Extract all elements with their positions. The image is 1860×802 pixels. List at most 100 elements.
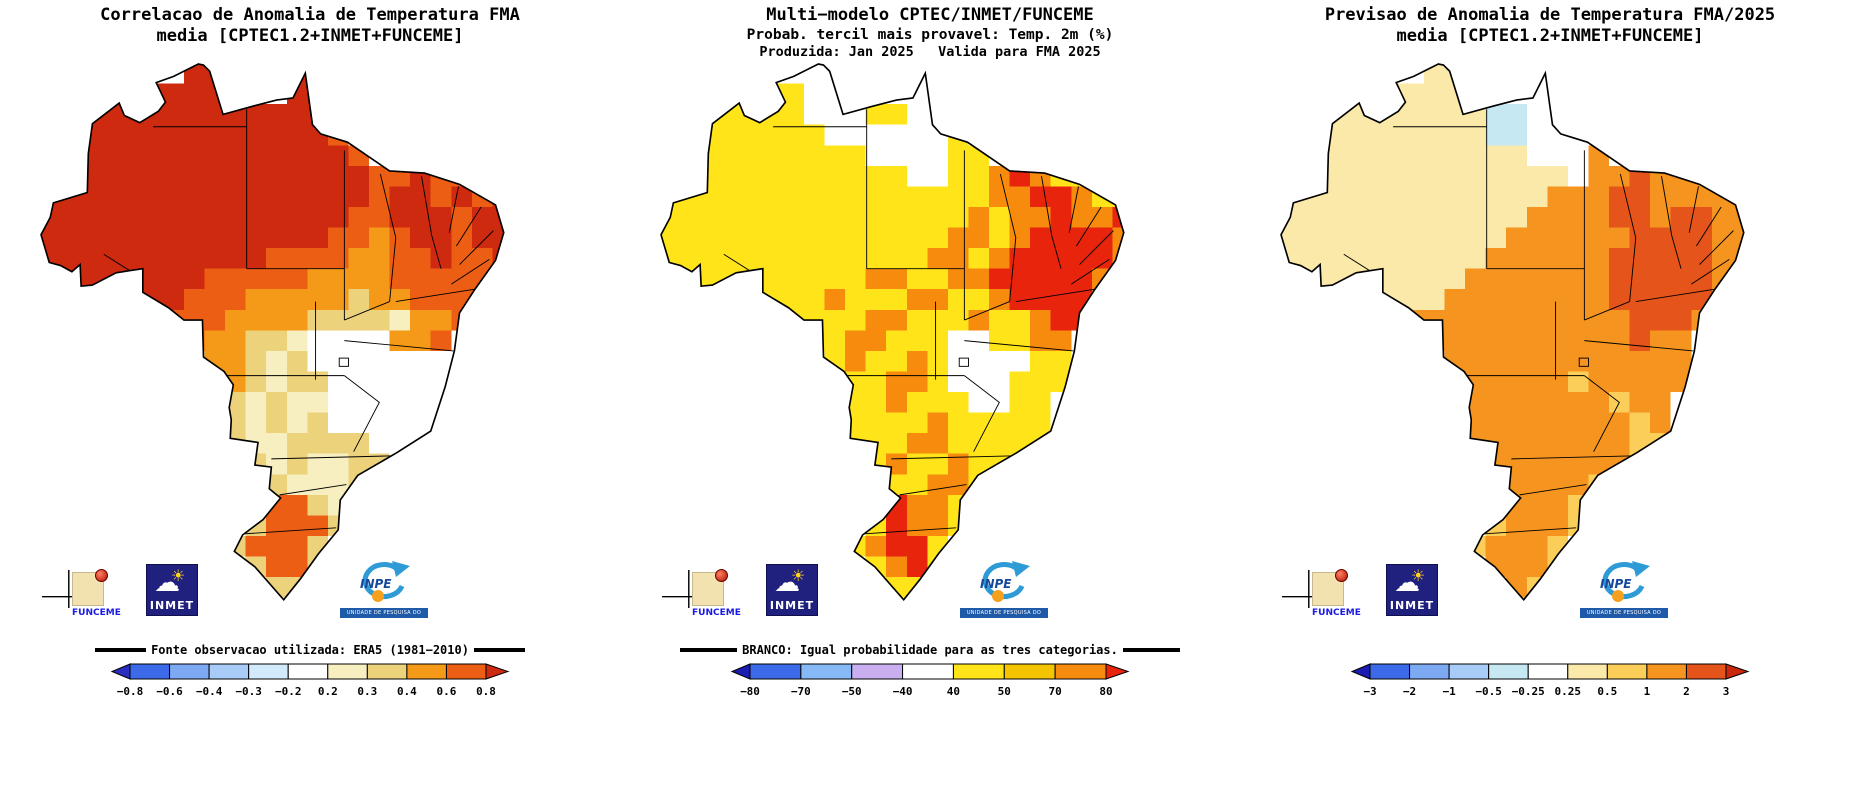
colorbar-arrow-right: [485, 663, 510, 680]
colorbar-tick-label: 70: [1049, 685, 1062, 698]
panel-title: Correlacao de Anomalia de Temperatura FM…: [0, 0, 620, 61]
inmet-logo: ☀ ☁ INMET: [1386, 564, 1438, 616]
footer-bar-line: [95, 648, 147, 652]
logo-row: FUNCEME ☀ ☁ INMET INPE UNID: [1240, 560, 1860, 636]
panel-correlation: Correlacao de Anomalia de Temperatura FM…: [0, 0, 620, 802]
title-line: media [CPTEC1.2+INMET+FUNCEME]: [156, 26, 464, 46]
colorbar-arrow-right: [1105, 663, 1130, 680]
colorbar-tick-label: 0.3: [357, 685, 377, 698]
inmet-cloud-sun-icon: ☀ ☁: [1387, 565, 1437, 599]
colorbar-tick-label: −0.3: [235, 685, 262, 698]
colorbar-tick-label: −0.2: [275, 685, 302, 698]
inmet-logo: ☀ ☁ INMET: [146, 564, 198, 616]
colorbar-tick-label: −3: [1363, 685, 1376, 698]
colorbar-arrow-left: [730, 663, 751, 680]
colorbar-arrow-right: [1725, 663, 1750, 680]
funceme-ball-icon: [715, 569, 728, 582]
inmet-cloud-sun-icon: ☀ ☁: [147, 565, 197, 599]
brazil-map-forecast: [1280, 63, 1745, 608]
colorbar-tick-label: −0.6: [156, 685, 183, 698]
colorbar-tick-label: −80: [740, 685, 760, 698]
colorbar-tick-label: −70: [791, 685, 811, 698]
colorbar-tick-label: 0.2: [318, 685, 338, 698]
inpe-swoosh-icon: INPE: [1580, 560, 1668, 608]
colorbar-arrow-left: [110, 663, 131, 680]
funceme-logo-icon: [692, 569, 728, 606]
map-cells: [1281, 64, 1744, 598]
colorbar-tick-label: −40: [893, 685, 913, 698]
inpe-label: INPE: [360, 577, 392, 591]
country-outline: [660, 63, 1125, 602]
colorbar-tick-label: −0.8: [117, 685, 144, 698]
cloud-icon: ☁: [774, 568, 800, 598]
panel-title: Previsao de Anomalia de Temperatura FMA/…: [1240, 0, 1860, 61]
footer-bar-line: [1122, 648, 1180, 652]
title-line: Correlacao de Anomalia de Temperatura FM…: [100, 5, 520, 25]
funceme-logo-icon: [1312, 569, 1348, 606]
inpe-logo: INPE UNIDADE DE PESQUISA DO MCTI: [1580, 560, 1668, 626]
funceme-label: FUNCEME: [72, 608, 121, 618]
inmet-label: INMET: [1389, 599, 1435, 612]
inpe-sub-label: UNIDADE DE PESQUISA DO MCTI: [1580, 608, 1668, 626]
title-line: Previsao de Anomalia de Temperatura FMA/…: [1324, 5, 1776, 25]
map-cells: [41, 64, 504, 598]
colorbar-tick-label: −2: [1403, 685, 1416, 698]
colorbar-tick-label: 50: [998, 685, 1011, 698]
inpe-swoosh-icon: INPE: [960, 560, 1048, 608]
footer-note: Fonte observacao utilizada: ERA5 (1981−2…: [151, 643, 469, 657]
footer-note-bar: Fonte observacao utilizada: ERA5 (1981−2…: [95, 642, 526, 658]
country-outline: [40, 63, 505, 602]
panel-forecast: Previsao de Anomalia de Temperatura FMA/…: [1240, 0, 1860, 802]
funceme-label: FUNCEME: [1312, 608, 1361, 618]
inpe-swoosh-icon: INPE: [340, 560, 428, 608]
colorbar-tick-label: −0.4: [196, 685, 223, 698]
map-cells: [661, 64, 1124, 598]
df-square: [958, 357, 969, 367]
inmet-cloud-sun-icon: ☀ ☁: [767, 565, 817, 599]
inmet-label: INMET: [769, 599, 815, 612]
title-line: Multi−modelo CPTEC/INMET/FUNCEME: [766, 5, 1094, 25]
funceme-logo: FUNCEME: [72, 569, 144, 618]
cloud-icon: ☁: [1394, 568, 1420, 598]
funceme-logo-icon: [72, 569, 108, 606]
inpe-label: INPE: [1600, 577, 1632, 591]
sun-icon: ☀: [791, 566, 806, 585]
colorbar-tick-label: 0.5: [1597, 685, 1617, 698]
footer-note: BRANCO: Igual probabilidade para as tres…: [742, 643, 1118, 657]
title-line: Produzida: Jan 2025 Valida para FMA 2025: [759, 44, 1101, 60]
inpe-sub-label: UNIDADE DE PESQUISA DO MCTI: [340, 608, 428, 626]
sun-icon: ☀: [171, 566, 186, 585]
brazil-map-probability: [660, 63, 1125, 608]
logo-row: FUNCEME ☀ ☁ INMET INPE UNID: [620, 560, 1240, 636]
title-line: media [CPTEC1.2+INMET+FUNCEME]: [1396, 26, 1704, 46]
colorbar-tick-label: 3: [1723, 685, 1730, 698]
df-square: [338, 357, 349, 367]
funceme-logo: FUNCEME: [1312, 569, 1384, 618]
state-borders: [1343, 109, 1734, 535]
funceme-ball-icon: [1335, 569, 1348, 582]
colorbar-tick-label: −50: [842, 685, 862, 698]
brazil-map-correlation: [40, 63, 505, 608]
inpe-logo: INPE UNIDADE DE PESQUISA DO MCTI: [960, 560, 1048, 626]
inmet-logo: ☀ ☁ INMET: [766, 564, 818, 616]
footer-note-bar: BRANCO: Igual probabilidade para as tres…: [680, 642, 1180, 658]
footer-bar-line: [473, 648, 526, 652]
inpe-sub-label: UNIDADE DE PESQUISA DO MCTI: [960, 608, 1048, 626]
funceme-label: FUNCEME: [692, 608, 741, 618]
panel-title: Multi−modelo CPTEC/INMET/FUNCEME Probab.…: [620, 0, 1240, 61]
colorbar-forecast: −3 −2 −1 −0.5 −0.25 0.25 0.5 1 2 3: [1350, 663, 1750, 698]
funceme-logo: FUNCEME: [692, 569, 764, 618]
footer-bar-line: [680, 648, 738, 652]
sun-icon: ☀: [1411, 566, 1426, 585]
colorbar-tick-label: 40: [947, 685, 960, 698]
logo-row: FUNCEME ☀ ☁ INMET INPE UNID: [0, 560, 620, 636]
colorbar-tick-label: 2: [1683, 685, 1690, 698]
cloud-icon: ☁: [154, 568, 180, 598]
colorbar-tick-label: 1: [1644, 685, 1651, 698]
inpe-label: INPE: [980, 577, 1012, 591]
title-line: Probab. tercil mais provavel: Temp. 2m (…: [746, 27, 1114, 43]
df-square: [1578, 357, 1589, 367]
colorbar-arrow-left: [1350, 663, 1371, 680]
inmet-label: INMET: [149, 599, 195, 612]
